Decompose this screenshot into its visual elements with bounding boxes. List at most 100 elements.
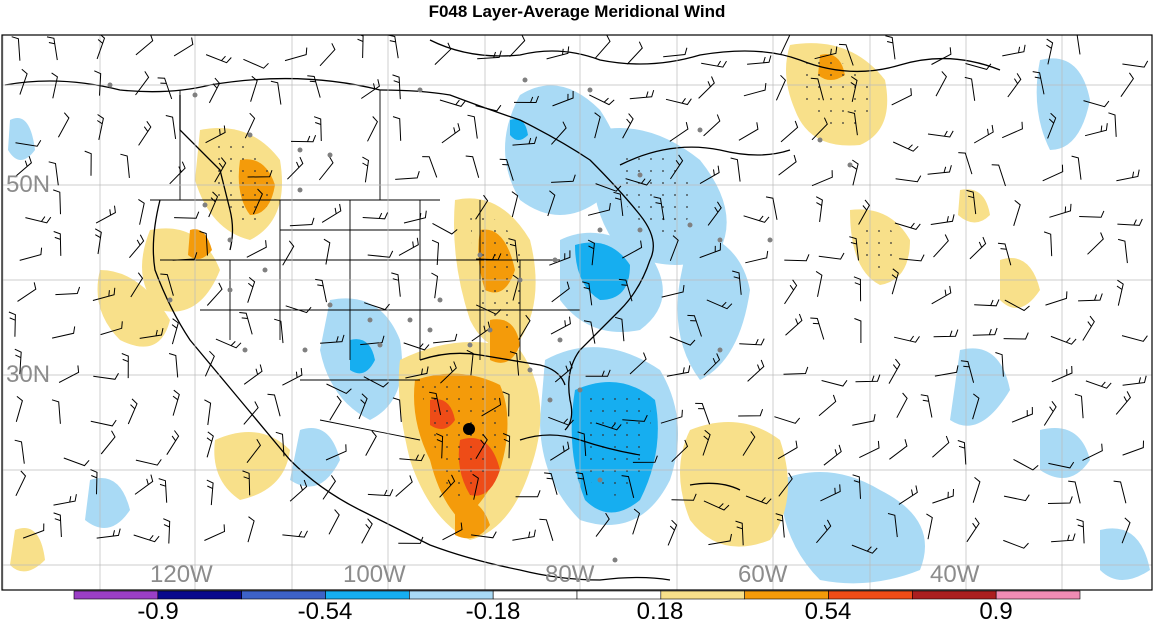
wind-barb-icon (165, 115, 177, 139)
wind-barb-icon (551, 121, 567, 145)
wind-barb-icon (362, 156, 370, 183)
wind-barb-icon (816, 519, 832, 544)
wind-barb-icon (399, 454, 425, 462)
wind-barb-icon (926, 513, 933, 540)
wind-barb-icon (554, 361, 573, 383)
wind-barb-icon (139, 327, 164, 339)
wind-barb-icon (134, 474, 154, 495)
lon-label-40w: 40W (930, 561, 980, 588)
station-dot-icon (552, 257, 558, 263)
wind-barb-icon (1042, 164, 1064, 182)
wind-barb-icon (960, 360, 975, 383)
wind-barb-icon (466, 349, 474, 376)
wind-barb-icon (135, 459, 162, 466)
station-dot-icon (407, 317, 413, 323)
station-dot-icon (262, 267, 268, 273)
wind-barb-icon (439, 99, 466, 107)
wind-barb-icon (94, 70, 102, 96)
station-dot-icon (487, 327, 493, 333)
wind-barb-icon (121, 353, 129, 379)
wind-barb-icon (284, 47, 308, 62)
wind-barb-icon (174, 211, 200, 219)
wind-barb-icon (614, 316, 625, 342)
wind-barb-icon (621, 475, 635, 499)
wind-barb-icon (199, 230, 208, 256)
wind-barb-icon (502, 391, 510, 417)
wind-barb-icon (891, 268, 899, 295)
wind-barb-icon (1076, 518, 1085, 544)
wind-barb-icon (957, 440, 967, 465)
wind-barb-icon (1051, 533, 1076, 543)
wind-barb-icon (63, 457, 90, 467)
wind-barb-icon (84, 150, 92, 176)
wind-barb-icon (267, 393, 281, 417)
wind-barb-icon (1004, 299, 1030, 312)
wind-barb-icon (811, 170, 833, 187)
wind-barb-icon (852, 474, 861, 499)
colorbar-label-2: -0.54 (298, 598, 353, 622)
wind-barb-icon (100, 321, 123, 336)
wind-barb-icon (1013, 458, 1039, 471)
wind-barb-icon (1071, 155, 1082, 180)
wind-barb-icon (432, 222, 458, 235)
wind-barb-icon (854, 318, 862, 343)
wind-barb-icon (1011, 406, 1033, 423)
wind-barb-icon (931, 285, 952, 305)
wind-barb-icon (206, 479, 214, 506)
wind-barb-icon (387, 35, 399, 59)
station-dot-icon (517, 277, 523, 283)
wind-barb-icon (738, 122, 759, 141)
wind-barb-icon (1087, 232, 1104, 255)
wind-barb-icon (14, 156, 32, 178)
wind-barb-icon (991, 164, 1006, 187)
wind-barb-icon (120, 153, 130, 178)
station-dots (107, 77, 853, 563)
wind-barb-icon (392, 397, 402, 422)
wind-barb-icon (246, 439, 262, 464)
wind-barb-icon (747, 55, 772, 65)
wind-barb-icon (629, 89, 655, 100)
wind-barb-icon (11, 36, 21, 61)
colorbar-swatch (995, 590, 1081, 600)
wind-barb-icon (583, 320, 596, 344)
wind-barb-icon (775, 513, 785, 538)
wind-barb-icon (932, 488, 954, 504)
station-dot-icon (297, 147, 303, 153)
wind-barb-icon (747, 359, 765, 382)
wind-barb-icon (671, 439, 689, 463)
wind-barb-icon (1113, 480, 1127, 504)
wind-barb-icon (282, 530, 308, 538)
wind-barb-icon (243, 401, 259, 425)
wind-barb-icon (820, 484, 841, 502)
wind-barb-icon (702, 429, 711, 456)
wind-barb-icon (57, 112, 70, 138)
wind-barb-icon (730, 157, 741, 182)
wind-barb-icon (549, 250, 571, 266)
wind-barb-icon (1043, 231, 1053, 257)
wind-barb-icon (701, 60, 727, 68)
wind-barb-icon (252, 188, 263, 215)
wind-barb-icon (1117, 218, 1143, 226)
wind-barb-icon (315, 278, 327, 303)
wind-barb-icon (1115, 391, 1132, 415)
wind-barb-icon (1050, 335, 1077, 345)
wind-barb-icon (669, 336, 696, 346)
wind-barb-icon (891, 88, 912, 106)
wind-barb-icon (158, 478, 168, 503)
wind-barb-icon (622, 414, 648, 422)
wind-barb-icon (810, 77, 824, 101)
wind-barb-icon (53, 189, 61, 215)
wind-barb-icon (587, 203, 611, 216)
station-dot-icon (717, 237, 723, 243)
wind-barb-icon (367, 489, 394, 497)
station-dot-icon (767, 237, 773, 243)
wind-barb-icon (1079, 210, 1105, 218)
wind-barb-icon (539, 518, 554, 541)
wind-barb-icon (888, 358, 901, 384)
wind-barb-icon (1007, 73, 1022, 98)
lon-label-80w: 80W (545, 561, 595, 588)
wind-barb-icon (699, 165, 720, 185)
wind-barb-icon (19, 68, 28, 95)
wind-barb-icon (784, 254, 810, 262)
